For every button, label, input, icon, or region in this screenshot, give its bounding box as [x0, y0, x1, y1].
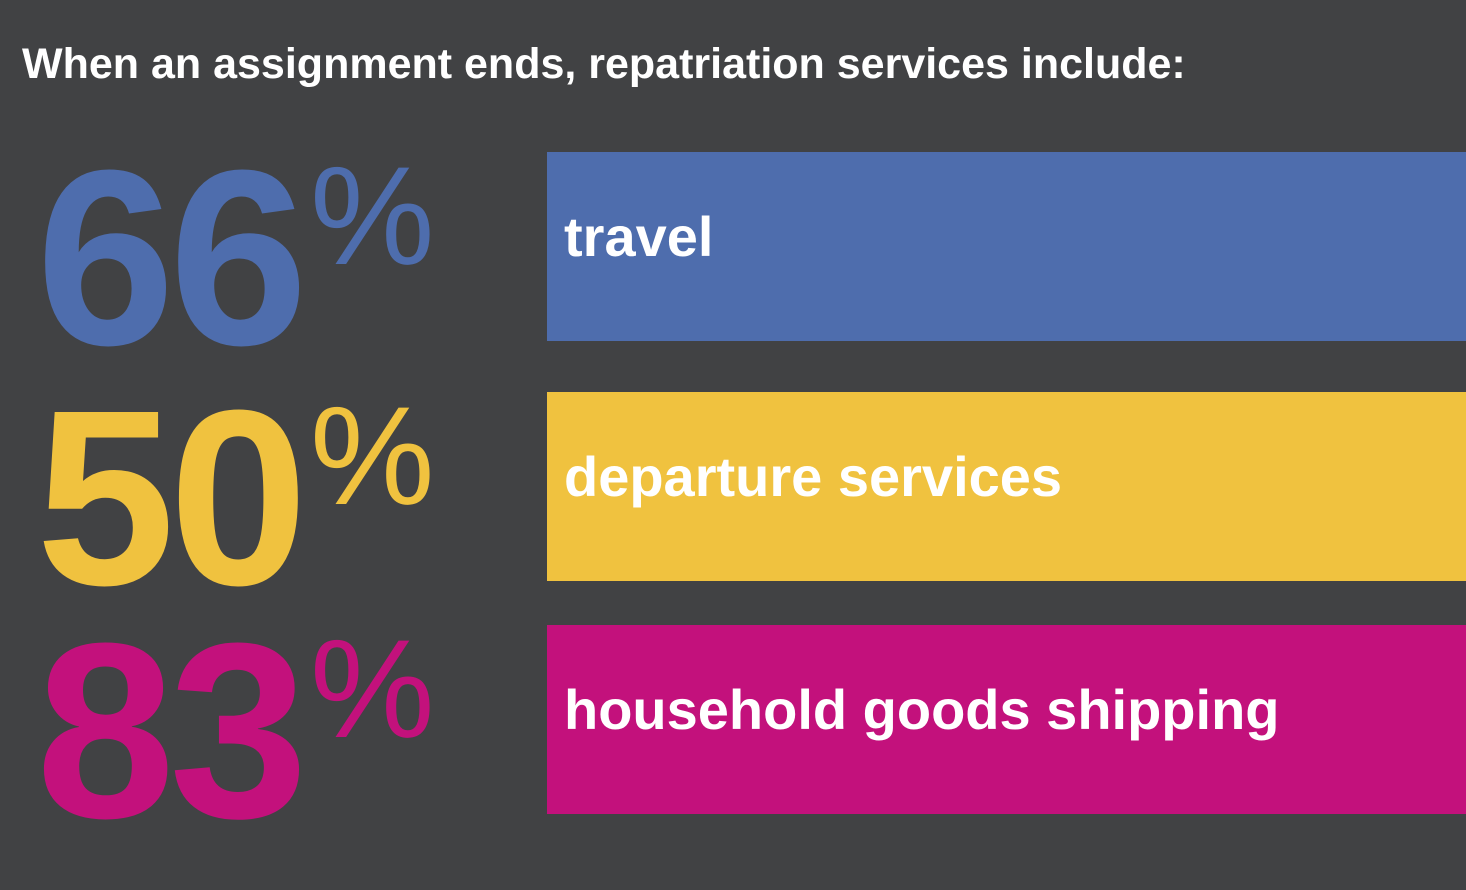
category-bar: [547, 152, 1466, 341]
category-label: departure services: [564, 445, 1062, 508]
category-label: travel: [564, 205, 713, 268]
percent-sign: %: [310, 377, 434, 534]
big-number: 66: [36, 118, 302, 397]
title: When an assignment ends, repatriation se…: [22, 40, 1186, 88]
big-number: 83: [36, 591, 302, 870]
category-bar: [547, 392, 1466, 581]
big-number: 50: [36, 358, 302, 637]
category-label: household goods shipping: [564, 678, 1279, 741]
percent-sign: %: [310, 137, 434, 294]
percent-sign: %: [310, 610, 434, 767]
category-bar: [547, 625, 1466, 814]
